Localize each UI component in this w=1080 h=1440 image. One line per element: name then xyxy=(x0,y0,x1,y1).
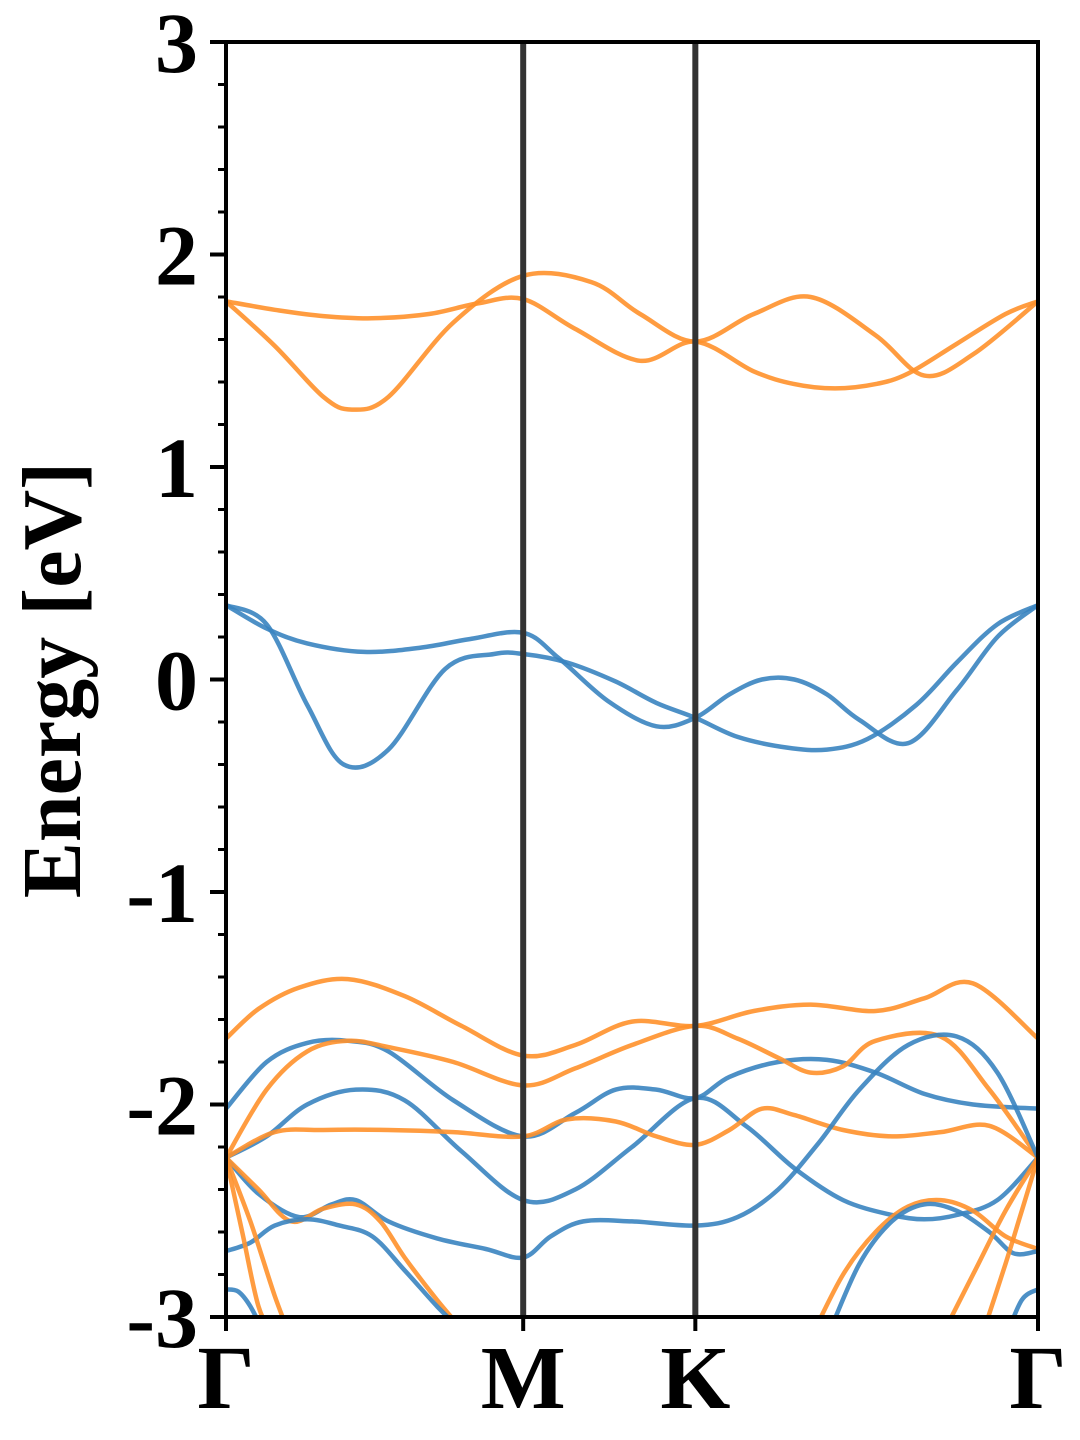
band-blue-2 xyxy=(226,603,1038,747)
band-orange-8 xyxy=(226,1105,1038,1160)
band-orange-16 xyxy=(948,1156,1038,1317)
y-tick-label: -2 xyxy=(126,1058,198,1154)
y-tick-label: -3 xyxy=(126,1270,198,1366)
band-orange-6 xyxy=(226,1023,1038,1159)
band-blue-19 xyxy=(1011,1287,1038,1317)
y-tick-label: -1 xyxy=(126,845,198,941)
band-blue-9 xyxy=(226,1032,1038,1261)
band-orange-14 xyxy=(226,1157,265,1317)
band-orange-1 xyxy=(226,295,1038,391)
y-axis-ticks: 3 2 1 0 -1 -2 -3 xyxy=(126,0,226,1366)
y-axis-label: Energy [eV] xyxy=(6,462,99,898)
x-tick-label-Γ: Γ xyxy=(1009,1329,1066,1428)
y-tick-label: 2 xyxy=(155,208,198,304)
x-tick-label-Γ: Γ xyxy=(197,1329,254,1428)
high-symmetry-lines xyxy=(520,42,699,1317)
x-tick-label-K: K xyxy=(660,1329,730,1428)
band-orange-11 xyxy=(818,1197,1038,1317)
band-orange-17 xyxy=(985,1156,1038,1317)
band-blue-3 xyxy=(226,602,1038,770)
y-tick-label: 0 xyxy=(155,633,198,729)
band-orange-15 xyxy=(226,1156,285,1317)
y-tick-label: 1 xyxy=(155,420,198,516)
band-orange-0 xyxy=(226,270,1038,412)
band-orange-4 xyxy=(226,976,1038,1059)
band-blue-7 xyxy=(226,1087,1038,1222)
x-tick-label-M: M xyxy=(481,1329,566,1428)
band-lines xyxy=(226,270,1038,1317)
band-blue-18 xyxy=(226,1287,259,1317)
y-tick-label: 3 xyxy=(155,0,198,91)
band-orange-10 xyxy=(226,1155,455,1317)
